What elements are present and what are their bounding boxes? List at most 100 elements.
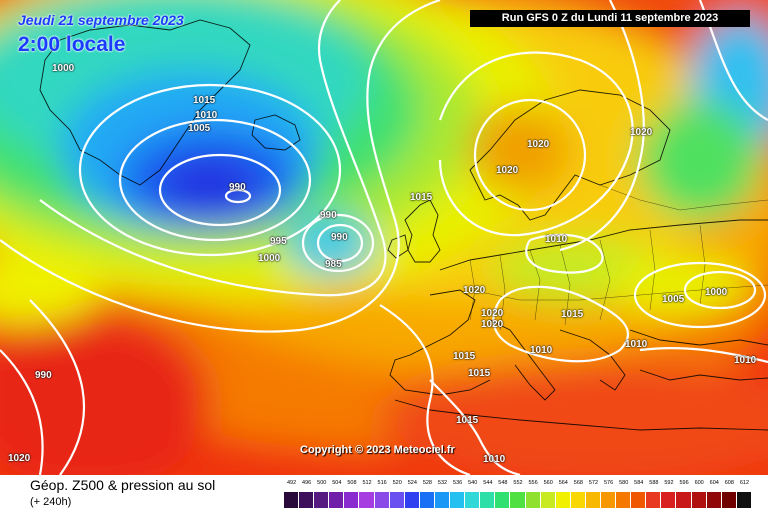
- legend-value-label: 604: [709, 480, 719, 486]
- legend-color-cell: [525, 492, 541, 508]
- isobar-label: 990: [331, 232, 348, 243]
- legend-color-cell: [404, 492, 420, 508]
- legend-color-cell: [676, 492, 692, 508]
- legend-value-label: 568: [573, 480, 583, 486]
- legend-value-label: 608: [724, 480, 734, 486]
- isobar-label: 995: [270, 236, 287, 247]
- legend-value-label: 612: [739, 480, 750, 486]
- isobar-label: 1005: [188, 123, 211, 134]
- legend-color-cell: [600, 492, 617, 508]
- map-title: Géop. Z500 & pression au sol: [30, 477, 216, 493]
- legend-color-cell: [465, 492, 481, 508]
- isobar-label: 1000: [258, 253, 281, 264]
- legend-color-cell: [299, 492, 315, 508]
- isobar-label: 1000: [705, 287, 728, 298]
- isobar-label: 1020: [8, 453, 31, 464]
- isobar-label: 990: [35, 370, 52, 381]
- forecast-date-label: Jeudi 21 septembre 2023: [18, 12, 184, 28]
- legend-color-cell: [721, 492, 737, 508]
- coastline-outlines: [39, 19, 768, 431]
- legend-footer: Géop. Z500 & pression au sol (+ 240h) 49…: [0, 475, 768, 512]
- legend-value-label: 540: [468, 480, 478, 486]
- legend-value-label: 516: [377, 480, 387, 486]
- legend-value-label: 532: [437, 480, 448, 486]
- legend-color-cell: [314, 492, 330, 508]
- isobar-label: 990: [229, 182, 246, 193]
- isobar-label: 1015: [456, 415, 479, 426]
- isobar-label: 1020: [481, 319, 504, 330]
- legend-color-cell: [344, 492, 360, 508]
- isobar-label: 1010: [530, 345, 553, 356]
- color-scale-legend: 492 496 500 504 508 512 516 520 524 528 532 536 540 5…: [284, 480, 752, 510]
- isobar-label: 1020: [463, 285, 486, 296]
- legend-value-label: 512: [362, 480, 372, 486]
- legend-color-cell: [510, 492, 526, 508]
- country-borders: [469, 184, 768, 331]
- isobar-label: 1010: [195, 110, 218, 121]
- isobar-lines: [0, 0, 768, 475]
- legend-color-cell: [540, 492, 556, 508]
- geopotential-map: [0, 0, 768, 475]
- legend-value-label: 524: [407, 480, 417, 486]
- legend-color-cell: [691, 492, 707, 508]
- legend-value-label: 556: [528, 480, 538, 486]
- legend-value-label: 576: [603, 480, 614, 486]
- legend-color-cell: [495, 492, 511, 508]
- legend-color-cell: [631, 492, 647, 508]
- legend-value-label: 508: [347, 480, 357, 486]
- run-info-banner: Run GFS 0 Z du Lundi 11 septembre 2023: [470, 10, 750, 27]
- legend-value-labels: 492 496 500 504 508 512 516 520 524 528 532 536 540 5…: [284, 480, 752, 490]
- legend-color-cell: [570, 492, 586, 508]
- legend-color-cell: [661, 492, 677, 508]
- legend-color-cell: [374, 492, 390, 508]
- isobar-label: 1020: [527, 139, 550, 150]
- legend-color-cell: [646, 492, 662, 508]
- isobar-label: 1015: [193, 95, 216, 106]
- legend-value-label: 552: [513, 480, 523, 486]
- isobar-label: 985: [325, 259, 342, 270]
- legend-value-label: 496: [302, 480, 312, 486]
- isobar-label: 1010: [545, 234, 568, 245]
- legend-color-cell: [359, 492, 375, 508]
- isobar-label: 1000: [52, 63, 75, 74]
- legend-color-cell: [284, 492, 300, 508]
- legend-color-cell: [434, 492, 451, 508]
- legend-color-cell: [706, 492, 722, 508]
- isobar-label: 1005: [662, 294, 685, 305]
- isobar-label: 990: [320, 210, 337, 221]
- isobar-label: 1015: [410, 192, 433, 203]
- legend-value-label: 500: [317, 480, 327, 486]
- legend-value-label: 520: [392, 480, 402, 486]
- legend-value-label: 592: [664, 480, 674, 486]
- legend-color-cell: [450, 492, 466, 508]
- legend-value-label: 504: [332, 480, 342, 486]
- legend-value-label: 572: [588, 480, 599, 486]
- legend-color-cell: [480, 492, 496, 508]
- legend-value-label: 564: [558, 480, 568, 486]
- legend-color-cell: [329, 492, 345, 508]
- legend-color-cell: [555, 492, 571, 508]
- legend-color-cell: [736, 492, 752, 508]
- legend-value-label: 580: [619, 480, 629, 486]
- legend-value-label: 544: [483, 480, 493, 486]
- legend-color-cell: [389, 492, 405, 508]
- isobar-label: 1015: [453, 351, 476, 362]
- copyright-notice: Copyright © 2023 Meteociel.fr: [300, 444, 455, 456]
- legend-value-label: 528: [422, 480, 432, 486]
- legend-value-label: 492: [286, 480, 297, 486]
- legend-value-label: 584: [634, 480, 644, 486]
- legend-value-label: 600: [694, 480, 704, 486]
- isobar-label: 1020: [481, 308, 504, 319]
- legend-color-bar: [284, 492, 752, 508]
- isobar-label: 1015: [561, 309, 584, 320]
- isobar-label: 1010: [625, 339, 648, 350]
- isobar-label: 1020: [496, 165, 519, 176]
- legend-value-label: 588: [649, 480, 659, 486]
- geopotential-color-field: [0, 0, 768, 475]
- legend-color-cell: [419, 492, 435, 508]
- legend-value-label: 596: [679, 480, 689, 486]
- lead-time-label: (+ 240h): [30, 496, 72, 508]
- forecast-time-label: 2:00 locale: [18, 33, 126, 56]
- legend-color-cell: [616, 492, 632, 508]
